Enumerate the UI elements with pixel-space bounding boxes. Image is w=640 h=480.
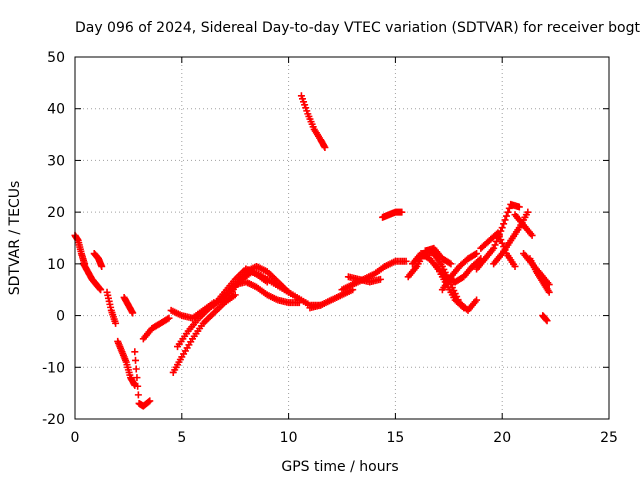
data-point [134,391,142,399]
series-arc-p [297,92,329,151]
x-tick-label: 10 [280,430,298,446]
chart-title: Day 096 of 2024, Sidereal Day-to-day VTE… [75,20,640,36]
data-point [504,208,512,216]
series-arc-b [80,260,105,294]
series-arc-g [131,348,154,410]
y-tick-label: 30 [47,153,65,169]
series-arc-a [71,231,89,268]
y-tick-label: 10 [47,257,65,273]
data-point [498,224,506,232]
data-point [498,239,506,247]
series-arc-ae [526,255,553,296]
data-point [146,397,154,405]
data-point [501,216,509,224]
data-point [134,382,142,390]
y-tick-label: 20 [47,205,65,221]
x-tick-labels: 0 5 10 15 20 25 [71,430,618,446]
data-point [446,259,454,267]
series-arc-j [169,291,239,376]
data-point [129,309,137,317]
data-point [511,262,519,270]
series-arc-d [103,288,120,327]
data-point [497,236,505,244]
data-point [502,212,510,220]
x-tick-label: 20 [493,430,511,446]
series-arc-e [114,337,139,389]
y-axis-label: SDTVAR / TECUs [7,181,23,296]
y-tick-label: -10 [42,360,65,376]
tick-marks [74,56,610,420]
data-point [231,291,239,299]
data-point [165,314,173,322]
data-point [145,398,153,406]
data-point [164,315,172,323]
data-point [376,275,384,283]
data-points [71,92,553,410]
series-arc-ac [511,211,536,239]
y-tick-label: 0 [56,309,65,325]
series-arc-s [344,273,384,286]
data-point [97,286,105,294]
data-point [447,260,455,268]
y-tick-labels: -20 -10 0 10 20 30 40 50 [42,50,65,428]
series-arc-w [421,247,481,314]
data-point [398,208,406,216]
data-point [493,237,501,245]
data-point [494,229,502,237]
data-point [402,257,410,265]
data-point [132,365,140,373]
data-point [545,288,553,296]
data-point [543,317,551,325]
data-point [473,250,481,258]
data-point [132,356,140,364]
data-point [98,262,106,270]
series-arc-q [306,286,357,312]
x-tick-label: 25 [600,430,618,446]
x-tick-label: 15 [386,430,404,446]
series-arc-t [379,208,406,221]
series-arc-y [438,250,481,294]
data-point [133,374,141,382]
data-point [321,144,329,151]
data-point [473,296,481,304]
series-arc-af [539,312,551,325]
data-point [524,208,532,216]
x-tick-label: 0 [71,430,80,446]
series-arc-aa [477,229,519,270]
series-arc-c [90,250,106,270]
series-arc-z [473,200,523,273]
grid-lines [75,57,609,419]
data-point [528,231,536,239]
data-point [491,241,499,249]
y-tick-label: 50 [47,50,65,66]
plot-frame [74,56,610,420]
series-arc-f [120,293,137,317]
y-tick-label: -20 [42,412,65,428]
y-tick-label: 40 [47,102,65,118]
series-arc-h [139,314,173,343]
x-tick-label: 5 [177,430,186,446]
data-point [500,220,508,228]
data-point [112,319,120,327]
data-point [490,244,498,252]
x-axis-label: GPS time / hours [281,459,398,475]
series-arc-n [231,278,303,307]
data-point [495,232,503,240]
series-arc-ab [490,208,532,268]
data-point [471,250,479,258]
data-point [515,203,523,211]
data-point [131,348,139,356]
